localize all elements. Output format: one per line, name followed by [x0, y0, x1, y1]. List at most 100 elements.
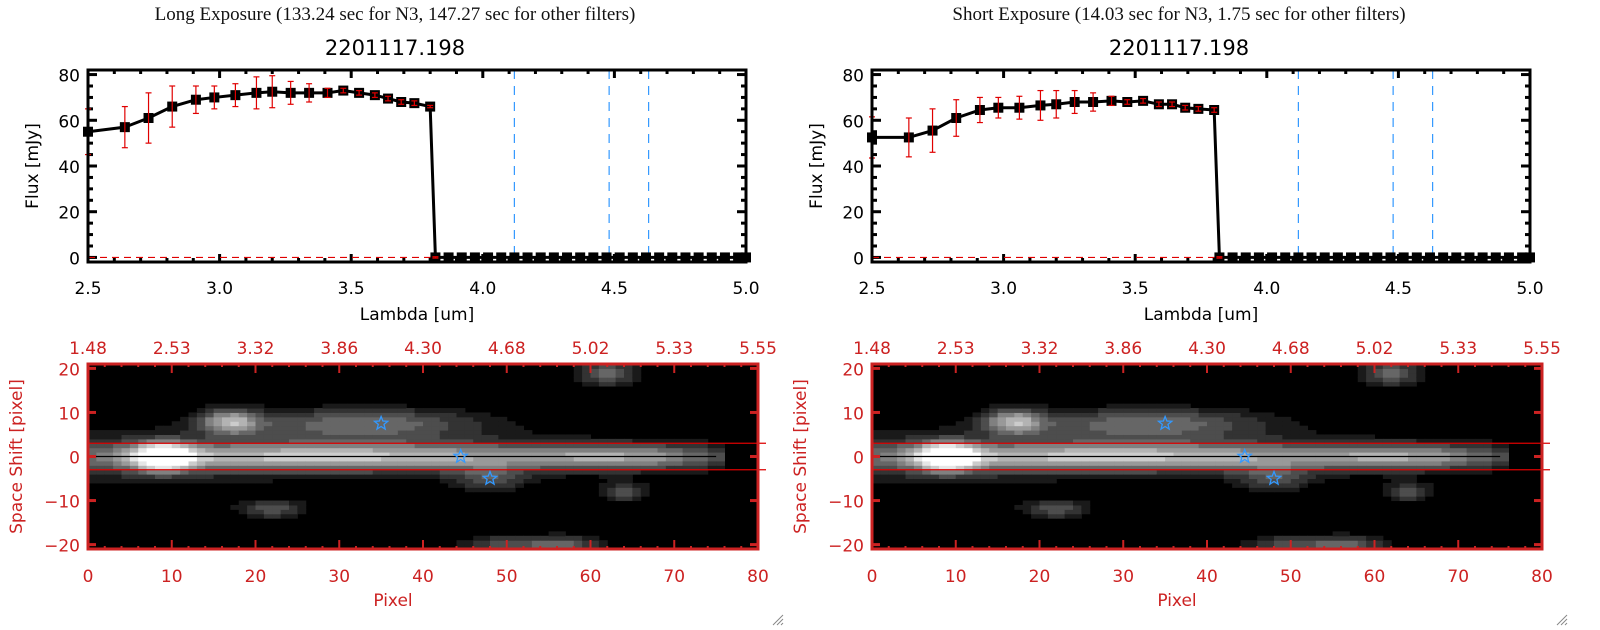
- image-frame: [86, 362, 760, 551]
- image-pixel: [557, 434, 566, 440]
- image-pixel: [989, 456, 999, 462]
- x-tick-label: 60: [1364, 567, 1386, 587]
- image-pixel: [1215, 434, 1225, 440]
- image-pixel: [1223, 469, 1233, 475]
- image-pixel: [196, 456, 206, 462]
- image-pixel: [230, 408, 240, 413]
- image-pixel: [1408, 487, 1417, 493]
- image-pixel: [481, 482, 491, 488]
- image-pixel: [205, 474, 215, 480]
- image-pixel: [372, 408, 382, 413]
- image-pixel: [498, 474, 508, 480]
- resize-grip-icon[interactable]: [1554, 612, 1568, 626]
- image-pixel: [1223, 438, 1233, 444]
- image-pixel: [1156, 408, 1166, 413]
- image-pixel: [548, 540, 558, 546]
- image-pixel: [481, 430, 491, 435]
- image-pixel: [263, 456, 273, 462]
- image-pixel: [1382, 460, 1392, 466]
- image-pixel: [1290, 452, 1300, 457]
- data-point: [1464, 252, 1475, 263]
- image-pixel: [389, 465, 399, 471]
- image-pixel: [205, 443, 215, 449]
- image-pixel: [289, 469, 298, 475]
- image-pixel: [1248, 452, 1258, 457]
- image-pixel: [121, 465, 131, 471]
- image-pixel: [947, 469, 957, 475]
- image-pixel: [1173, 430, 1183, 435]
- image-pixel: [989, 465, 999, 471]
- image-pixel: [247, 474, 256, 480]
- image-pixel: [1290, 469, 1300, 475]
- y-tick-label: −10: [44, 493, 80, 513]
- image-pixel: [557, 474, 566, 480]
- image-pixel: [691, 456, 700, 462]
- image-pixel: [955, 430, 965, 435]
- image-pixel: [1282, 540, 1292, 546]
- top-axis-tick-label: 4.30: [404, 339, 442, 359]
- image-pixel: [180, 469, 189, 475]
- image-pixel: [222, 438, 231, 444]
- image-pixel: [548, 531, 558, 537]
- resize-grip-icon[interactable]: [770, 612, 784, 626]
- image-pixel: [1257, 447, 1267, 453]
- image-pixel: [1081, 430, 1091, 435]
- image-pixel: [448, 443, 457, 449]
- image-pixel: [1458, 452, 1468, 457]
- image-pixel: [213, 447, 223, 453]
- image-pixel: [582, 544, 591, 550]
- y-tick-label: 20: [842, 204, 864, 224]
- image-pixel: [1357, 465, 1367, 471]
- image-pixel: [1098, 430, 1107, 435]
- x-tick-label: 3.0: [990, 279, 1017, 299]
- image-pixel: [1198, 456, 1208, 462]
- image-pixel: [1248, 430, 1258, 435]
- image-pixel: [590, 540, 600, 546]
- image-pixel: [222, 478, 231, 484]
- image-pixel: [1106, 425, 1116, 431]
- image-pixel: [1399, 447, 1409, 453]
- image-pixel: [1449, 460, 1459, 466]
- image-pixel: [930, 456, 940, 462]
- image-pixel: [1374, 372, 1384, 378]
- image-pixel: [1031, 434, 1040, 440]
- image-pixel: [707, 460, 717, 466]
- image-pixel: [548, 456, 558, 462]
- image-pixel: [1315, 544, 1325, 550]
- image-pixel: [1073, 513, 1082, 519]
- image-pixel: [1148, 416, 1158, 422]
- image-pixel: [1307, 540, 1317, 546]
- image-pixel: [397, 452, 407, 457]
- image-pixel: [699, 452, 709, 457]
- image-pixel: [1198, 434, 1208, 440]
- image-pixel: [624, 443, 633, 449]
- image-pixel: [247, 513, 256, 519]
- image-pixel: [1374, 364, 1384, 369]
- image-pixel: [598, 465, 608, 471]
- image-pixel: [490, 438, 499, 444]
- image-pixel: [1441, 447, 1451, 453]
- image-pixel: [531, 460, 541, 466]
- image-pixel: [322, 474, 332, 480]
- image-pixel: [922, 434, 932, 440]
- image-pixel: [406, 443, 416, 449]
- image-pixel: [1064, 452, 1074, 457]
- image-pixel: [464, 456, 474, 462]
- image-pixel: [582, 368, 591, 374]
- image-pixel: [615, 487, 625, 493]
- image-pixel: [263, 412, 273, 418]
- image-pixel: [305, 465, 315, 471]
- image-pixel: [146, 460, 156, 466]
- image-pixel: [1424, 487, 1434, 493]
- image-pixel: [989, 403, 999, 409]
- image-pixel: [1056, 513, 1066, 519]
- image-pixel: [498, 452, 508, 457]
- image-pixel: [1257, 487, 1267, 493]
- image-pixel: [113, 443, 122, 449]
- image-pixel: [897, 460, 906, 466]
- image-pixel: [1073, 425, 1082, 431]
- image-pixel: [1341, 456, 1350, 462]
- image-pixel: [230, 456, 240, 462]
- image-pixel: [297, 452, 307, 457]
- image-pixel: [1207, 474, 1216, 480]
